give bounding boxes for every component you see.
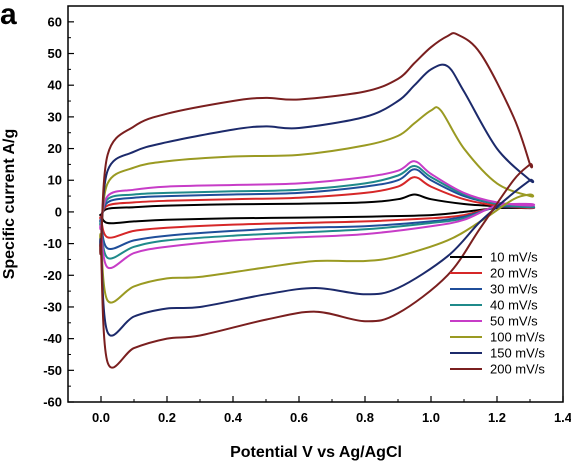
x-tick-label: 1.0 bbox=[422, 410, 440, 425]
y-tick-label: 60 bbox=[48, 14, 62, 29]
y-tick-label: -40 bbox=[43, 331, 62, 346]
y-axis-title: Specific current A/g bbox=[1, 129, 18, 280]
x-axis-title: Potential V vs Ag/AgCl bbox=[230, 444, 402, 461]
ticks-layer: 0.0 0.2 0.4 0.6 0.8 1.0 1.2 1.4 -60 -50 -40 -30 -20 -… bbox=[43, 14, 571, 425]
y-tick-label: 30 bbox=[48, 109, 62, 124]
y-tick-label: 20 bbox=[48, 141, 62, 156]
series-curve-6 bbox=[99, 63, 535, 337]
x-tick-label: 0.0 bbox=[92, 410, 110, 425]
x-tick-label: 0.4 bbox=[224, 410, 243, 425]
y-tick-label: -20 bbox=[43, 268, 62, 283]
y-tick-label: -60 bbox=[43, 395, 62, 410]
y-tick-label: 50 bbox=[48, 46, 62, 61]
series-curve-5 bbox=[99, 106, 535, 304]
y-tick-label: -10 bbox=[43, 236, 62, 251]
series-curve-7 bbox=[99, 32, 534, 369]
x-tick-label: 0.8 bbox=[356, 410, 374, 425]
legend-label: 10 mV/s bbox=[490, 250, 538, 265]
y-tick-label: -30 bbox=[43, 299, 62, 314]
y-tick-label: 0 bbox=[55, 204, 62, 219]
legend-label: 200 mV/s bbox=[490, 362, 545, 377]
x-tick-label: 0.2 bbox=[158, 410, 176, 425]
y-tick-label: -50 bbox=[43, 363, 62, 378]
legend-label: 20 mV/s bbox=[490, 266, 538, 281]
x-tick-label: 1.2 bbox=[488, 410, 506, 425]
panel-label: a bbox=[0, 0, 17, 31]
legend-label: 30 mV/s bbox=[490, 282, 538, 297]
legend-label: 40 mV/s bbox=[490, 298, 538, 313]
y-tick-label: 10 bbox=[48, 173, 62, 188]
plot-frame bbox=[67, 5, 564, 403]
series-curve-3 bbox=[99, 165, 536, 260]
series-curve-4 bbox=[99, 160, 536, 270]
legend-label: 50 mV/s bbox=[490, 314, 538, 329]
series-curve-0 bbox=[99, 193, 536, 225]
x-tick-label: 0.6 bbox=[290, 410, 308, 425]
curves-layer bbox=[99, 32, 536, 369]
legend-label: 100 mV/s bbox=[490, 330, 545, 345]
y-tick-label: 40 bbox=[48, 78, 62, 93]
legend-label: 150 mV/s bbox=[490, 346, 545, 361]
x-tick-label: 1.4 bbox=[554, 410, 571, 425]
